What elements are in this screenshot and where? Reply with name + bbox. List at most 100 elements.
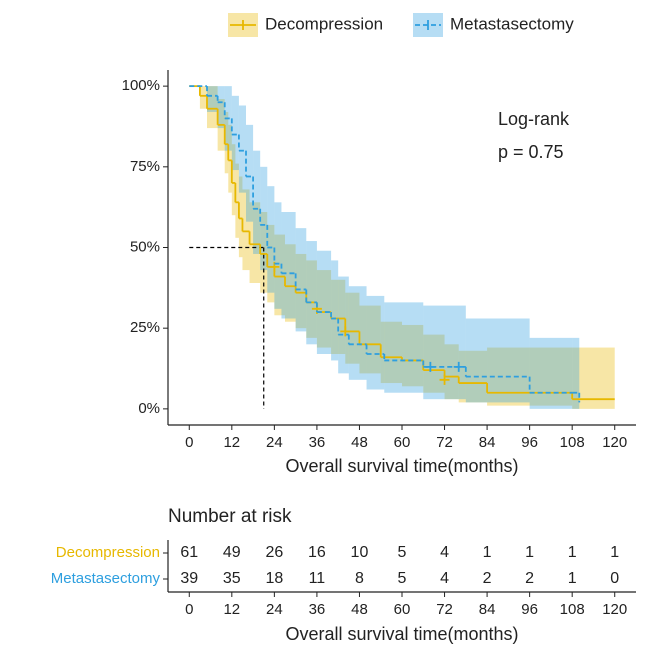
risk-count: 49 bbox=[223, 544, 241, 561]
confidence-band bbox=[260, 166, 268, 271]
legend-label: Decompression bbox=[265, 14, 383, 33]
confidence-band bbox=[295, 228, 307, 332]
risk-x-tick-label: 0 bbox=[185, 601, 193, 618]
risk-count: 4 bbox=[440, 544, 449, 561]
x-tick-label: 108 bbox=[560, 434, 585, 451]
risk-x-tick-label: 48 bbox=[351, 601, 368, 618]
x-tick-label: 12 bbox=[223, 434, 240, 451]
confidence-band bbox=[465, 318, 530, 403]
x-tick-label: 24 bbox=[266, 434, 283, 451]
confidence-band bbox=[246, 124, 254, 222]
confidence-band bbox=[345, 292, 360, 364]
y-tick-label: 0% bbox=[138, 400, 160, 417]
confidence-band bbox=[235, 163, 239, 238]
risk-x-tick-label: 12 bbox=[223, 601, 240, 618]
x-tick-label: 72 bbox=[436, 434, 453, 451]
risk-x-tick-label: 96 bbox=[521, 601, 538, 618]
risk-count: 35 bbox=[223, 570, 241, 587]
risk-x-tick-label: 108 bbox=[560, 601, 585, 618]
risk-count: 5 bbox=[398, 570, 407, 587]
confidence-band bbox=[316, 270, 332, 348]
risk-x-tick-label: 84 bbox=[479, 601, 496, 618]
risk-count: 18 bbox=[265, 570, 283, 587]
risk-count: 1 bbox=[610, 544, 619, 561]
confidence-band bbox=[207, 86, 218, 129]
confidence-band bbox=[295, 253, 307, 329]
risk-count: 2 bbox=[483, 570, 492, 587]
censor-mark bbox=[453, 361, 464, 372]
confidence-band bbox=[267, 224, 275, 303]
confidence-band bbox=[274, 202, 282, 309]
risk-count: 4 bbox=[440, 570, 449, 587]
confidence-band bbox=[260, 212, 268, 293]
risk-x-tick-label: 36 bbox=[309, 601, 326, 618]
confidence-band bbox=[444, 344, 459, 400]
confidence-band bbox=[199, 86, 207, 109]
risk-count: 11 bbox=[309, 570, 326, 587]
risk-x-tick-label: 24 bbox=[266, 601, 283, 618]
censor-mark bbox=[439, 374, 450, 385]
confidence-band bbox=[572, 337, 580, 409]
confidence-band bbox=[274, 234, 285, 316]
risk-count: 0 bbox=[610, 570, 619, 587]
confidence-band bbox=[207, 86, 218, 112]
risk-count: 10 bbox=[351, 544, 369, 561]
confidence-band bbox=[285, 244, 296, 322]
confidence-band bbox=[359, 305, 381, 374]
confidence-band bbox=[529, 337, 573, 409]
risk-x-tick-label: 120 bbox=[602, 601, 627, 618]
confidence-band bbox=[529, 347, 573, 406]
x-axis-label: Overall survival time(months) bbox=[285, 456, 518, 476]
confidence-band bbox=[238, 176, 243, 258]
confidence-band bbox=[316, 250, 332, 354]
risk-x-axis-label: Overall survival time(months) bbox=[285, 624, 518, 644]
confidence-band bbox=[249, 202, 261, 283]
confidence-band bbox=[231, 144, 236, 216]
risk-table-title: Number at risk bbox=[168, 506, 292, 527]
confidence-band bbox=[242, 189, 250, 271]
x-tick-label: 96 bbox=[521, 434, 538, 451]
risk-count: 39 bbox=[180, 570, 198, 587]
risk-count: 2 bbox=[525, 570, 534, 587]
risk-count: 8 bbox=[355, 570, 364, 587]
x-tick-label: 84 bbox=[479, 434, 496, 451]
risk-x-tick-label: 72 bbox=[436, 601, 453, 618]
confidence-band bbox=[267, 186, 275, 293]
confidence-band bbox=[402, 324, 424, 387]
confidence-band bbox=[253, 150, 261, 254]
x-tick-label: 36 bbox=[309, 434, 326, 451]
risk-count: 26 bbox=[265, 544, 283, 561]
confidence-band bbox=[348, 286, 367, 380]
confidence-band bbox=[217, 86, 225, 129]
annotation: p = 0.75 bbox=[498, 142, 564, 162]
confidence-band bbox=[423, 305, 466, 400]
confidence-band bbox=[281, 212, 296, 319]
x-tick-label: 0 bbox=[185, 434, 193, 451]
confidence-band bbox=[338, 276, 349, 374]
confidence-band bbox=[366, 295, 385, 390]
confidence-band bbox=[331, 260, 339, 361]
censor-mark bbox=[340, 326, 351, 337]
confidence-band bbox=[306, 260, 317, 338]
y-tick-label: 75% bbox=[130, 158, 160, 175]
risk-count: 1 bbox=[568, 544, 577, 561]
confidence-band bbox=[423, 334, 445, 393]
confidence-band bbox=[238, 105, 246, 193]
x-tick-label: 120 bbox=[602, 434, 627, 451]
risk-count: 61 bbox=[180, 544, 198, 561]
risk-row-name: Decompression bbox=[56, 544, 160, 561]
risk-count: 1 bbox=[483, 544, 492, 561]
risk-count: 1 bbox=[568, 570, 577, 587]
confidence-band bbox=[224, 111, 229, 174]
annotation: Log-rank bbox=[498, 109, 570, 129]
risk-row-name: Metastasectomy bbox=[51, 570, 161, 587]
confidence-band bbox=[306, 241, 317, 345]
x-tick-label: 60 bbox=[394, 434, 411, 451]
risk-count: 16 bbox=[308, 544, 326, 561]
x-tick-label: 48 bbox=[351, 434, 368, 451]
confidence-band bbox=[384, 302, 424, 393]
y-tick-label: 100% bbox=[122, 77, 160, 94]
censor-mark bbox=[425, 361, 436, 372]
confidence-band bbox=[380, 321, 402, 384]
